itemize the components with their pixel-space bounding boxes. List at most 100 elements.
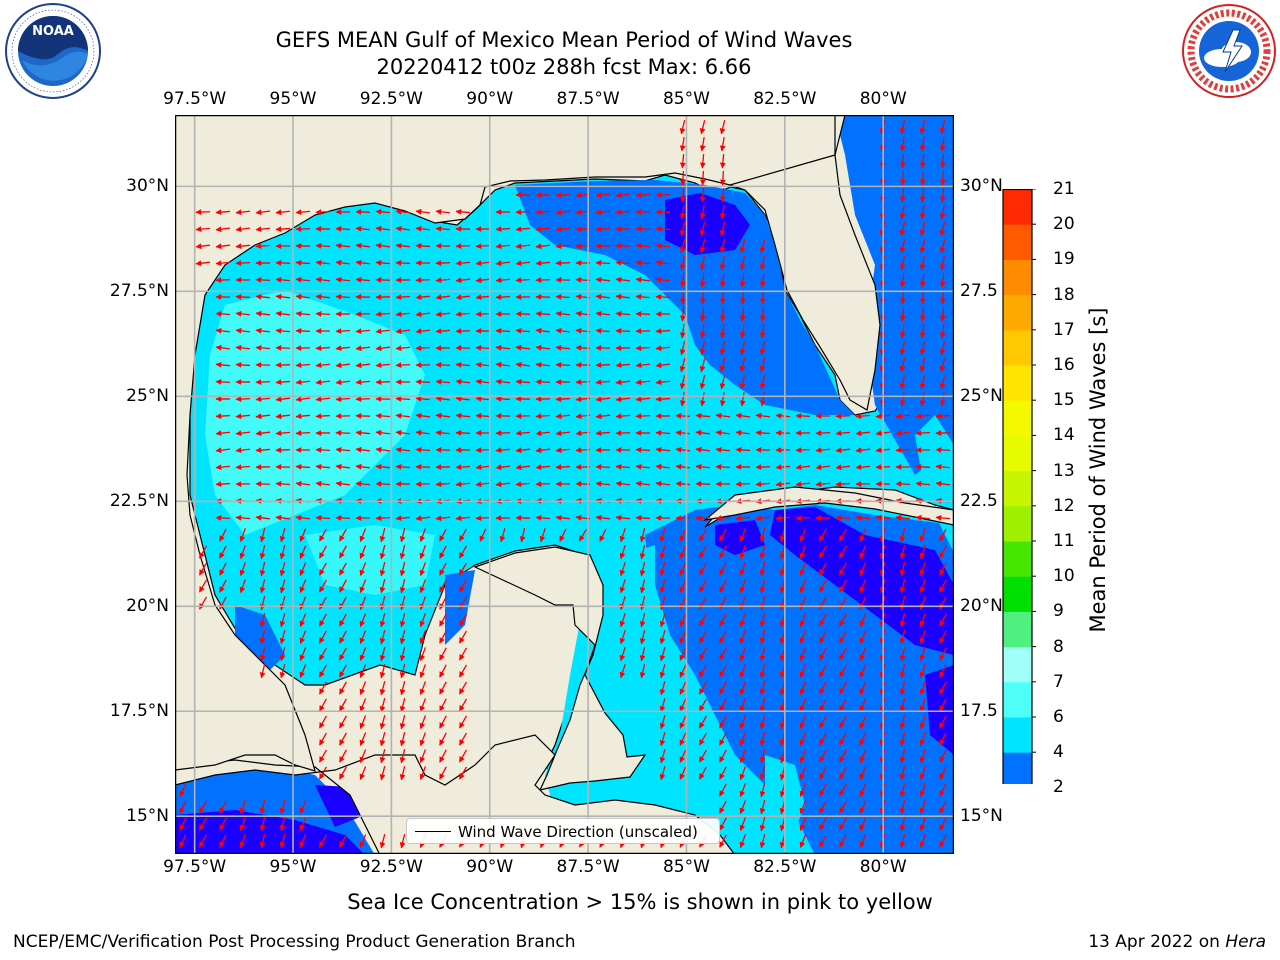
y-tick-label-left: 25°N: [126, 386, 169, 407]
wind-wave-arrow: [698, 613, 708, 627]
wind-wave-arrow: [415, 208, 431, 215]
wind-wave-arrow: [719, 289, 726, 305]
x-tick-label-top: 97.5°W: [163, 89, 227, 109]
wind-wave-arrow: [919, 545, 926, 560]
wind-wave-arrow: [595, 430, 611, 437]
wind-wave-arrow: [939, 306, 946, 322]
wind-wave-arrow: [899, 170, 906, 186]
wind-wave-arrow: [279, 664, 286, 679]
wind-wave-arrow: [555, 226, 571, 233]
wind-wave-arrow: [458, 664, 468, 678]
wind-wave-arrow: [755, 515, 771, 522]
wind-wave-arrow: [195, 209, 211, 215]
wind-wave-arrow: [399, 647, 406, 662]
wind-wave-arrow: [739, 341, 746, 356]
colorbar-tick-label: 12: [1053, 495, 1075, 516]
wind-wave-arrow: [299, 579, 307, 594]
wind-wave-arrow: [739, 630, 747, 645]
wind-wave-arrow: [359, 664, 367, 679]
wind-wave-arrow: [439, 545, 447, 559]
wind-wave-arrow: [379, 732, 386, 747]
wind-wave-arrow: [279, 528, 286, 543]
wind-wave-arrow: [219, 596, 227, 610]
wind-wave-arrow: [375, 277, 391, 283]
wind-wave-arrow: [395, 242, 411, 249]
wind-wave-arrow: [919, 681, 926, 696]
wind-wave-arrow: [359, 579, 367, 594]
wind-wave-arrow: [439, 647, 447, 661]
wind-wave-arrow: [835, 464, 851, 471]
wind-wave-arrow: [739, 817, 747, 832]
wind-wave-arrow: [495, 243, 511, 250]
wind-wave-arrow: [859, 664, 867, 678]
wind-wave-arrow: [899, 528, 906, 543]
wind-wave-arrow: [719, 664, 727, 678]
wind-wave-arrow: [719, 783, 727, 797]
wind-wave-arrow: [655, 192, 671, 199]
wind-wave-arrow: [458, 749, 468, 763]
wind-wave-arrow: [939, 136, 946, 152]
wind-wave-arrow: [215, 209, 231, 216]
wind-wave-arrow: [759, 239, 766, 254]
wind-wave-arrow: [695, 429, 711, 436]
wind-wave-arrow: [535, 464, 551, 471]
wind-wave-arrow: [895, 447, 911, 454]
wind-wave-arrow: [415, 412, 431, 419]
wind-wave-arrow: [319, 545, 327, 559]
wind-wave-arrow: [759, 732, 766, 747]
wind-wave-arrow: [275, 447, 291, 453]
wind-wave-arrow: [699, 120, 706, 135]
wind-wave-arrow: [275, 396, 291, 403]
legend-label: Wind Wave Direction (unscaled): [458, 823, 698, 841]
wind-wave-arrow: [735, 429, 751, 436]
wind-wave-arrow: [375, 463, 391, 470]
wind-wave-arrow: [819, 698, 827, 712]
wind-wave-arrow: [315, 463, 331, 470]
wind-wave-arrow: [415, 378, 431, 385]
wind-wave-arrow: [759, 391, 766, 407]
wind-wave-arrow: [415, 242, 431, 249]
wind-wave-arrow: [899, 749, 906, 764]
wind-wave-arrow: [698, 664, 708, 678]
wind-wave-arrow: [719, 153, 726, 169]
wind-wave-arrow: [939, 800, 947, 814]
wind-wave-arrow: [899, 715, 906, 730]
wind-wave-arrow: [235, 226, 251, 233]
colorbar-segment: [1003, 294, 1032, 331]
wind-wave-arrow: [395, 412, 411, 419]
wind-wave-arrow: [395, 345, 411, 352]
wind-wave-arrow: [355, 328, 371, 335]
wind-wave-arrow: [198, 834, 208, 848]
wind-wave-arrow: [215, 514, 231, 521]
wind-wave-arrow: [339, 766, 347, 780]
wind-wave-arrow: [679, 562, 687, 576]
colorbar-tick-label: 2: [1053, 777, 1064, 798]
wind-wave-arrow: [679, 323, 686, 339]
wind-wave-arrow: [495, 447, 511, 454]
wind-wave-arrow: [739, 358, 746, 373]
wind-wave-arrow: [355, 311, 371, 317]
wind-wave-arrow: [479, 528, 487, 542]
y-tick-label-right: 20°N: [960, 596, 1003, 617]
colorbar-tick-label: 16: [1053, 355, 1075, 375]
wind-wave-arrow: [255, 209, 271, 216]
wind-wave-arrow: [359, 681, 367, 696]
wind-wave-arrow: [215, 430, 231, 437]
wind-wave-arrow: [219, 528, 227, 542]
colorbar-segment: [1003, 505, 1032, 542]
noaa-logo: NOAA: [2, 2, 104, 104]
wind-wave-arrow: [619, 545, 626, 560]
wind-wave-arrow: [399, 681, 406, 696]
wind-wave-arrow: [739, 579, 747, 594]
wind-wave-arrow: [535, 413, 551, 420]
x-tick-label-bottom: 87.5°W: [556, 857, 620, 877]
wind-wave-arrow: [655, 429, 671, 436]
wind-wave-arrow: [698, 647, 708, 661]
wind-wave-arrow: [458, 715, 468, 729]
wind-wave-arrow: [235, 447, 251, 454]
wind-wave-arrow: [939, 375, 946, 390]
wind-wave-arrow: [439, 664, 447, 678]
wind-wave-arrow: [815, 481, 831, 488]
wind-wave-arrow: [655, 328, 671, 335]
wind-wave-arrow: [255, 327, 271, 334]
